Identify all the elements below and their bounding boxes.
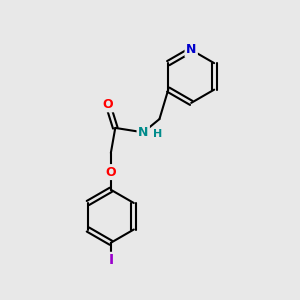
Text: H: H — [153, 129, 163, 139]
Text: O: O — [103, 98, 113, 111]
Text: N: N — [186, 44, 196, 56]
Text: N: N — [138, 126, 148, 139]
Text: O: O — [106, 166, 116, 178]
Text: I: I — [108, 254, 113, 267]
